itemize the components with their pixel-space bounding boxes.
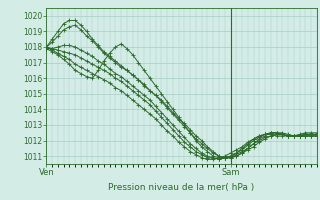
X-axis label: Pression niveau de la mer( hPa ): Pression niveau de la mer( hPa ) bbox=[108, 183, 255, 192]
